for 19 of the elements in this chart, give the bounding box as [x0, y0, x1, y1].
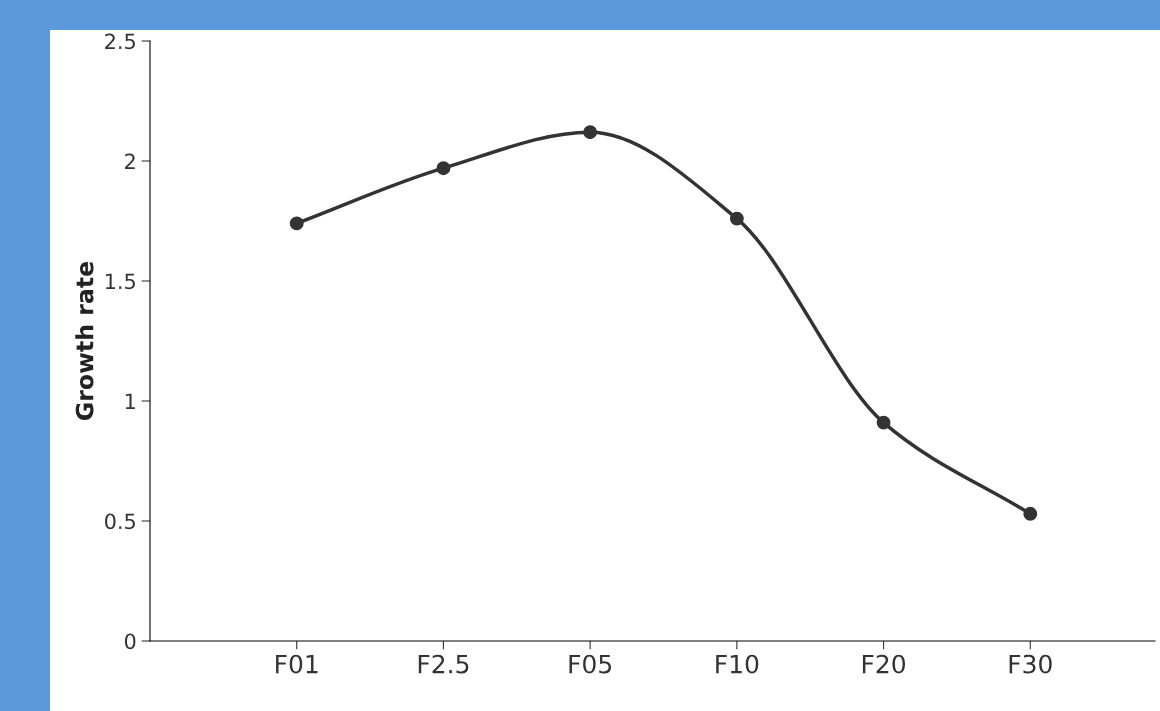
x-tick-label: F01	[276, 654, 318, 674]
point	[729, 211, 744, 226]
x-tick-label: F20	[862, 654, 906, 674]
y-tick-label: 0	[124, 633, 136, 650]
point	[583, 125, 598, 140]
x-tick-label: F05	[569, 654, 612, 674]
point	[436, 161, 451, 176]
x-tick-label: F2.5	[418, 654, 469, 674]
point	[289, 216, 304, 231]
y-tick-label: 1	[125, 393, 135, 409]
y-tick-label: 2.5	[105, 33, 135, 50]
x-tick-label: F30	[1009, 654, 1052, 674]
point	[1023, 506, 1038, 521]
x-tick-label: F10	[716, 654, 759, 674]
y-tick-label: 2	[125, 153, 135, 169]
y-tick-label: 0.5	[105, 513, 135, 530]
y-axis-title: Growth rate	[75, 262, 94, 420]
point	[876, 415, 891, 430]
y-tick-label: 1.5	[105, 273, 135, 290]
